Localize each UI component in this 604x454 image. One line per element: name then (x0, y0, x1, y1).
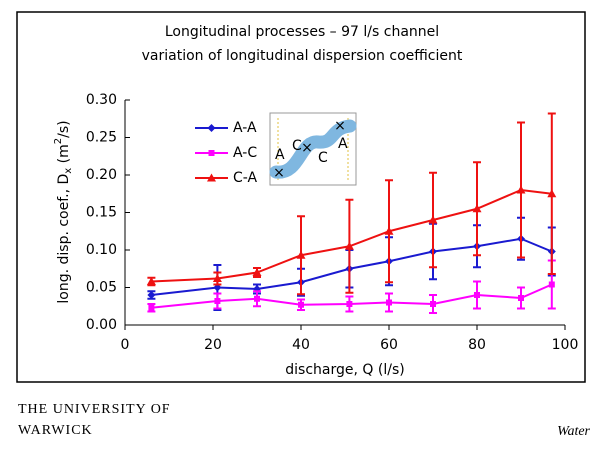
marker (207, 124, 216, 132)
y-label-sub: x (63, 168, 74, 174)
inset: × × × A C C A (269, 112, 357, 186)
inset-cross: × (301, 140, 313, 156)
y-axis-label: long. disp. coef., Dx (m2/s) (53, 120, 74, 303)
marker (298, 301, 304, 308)
marker (147, 291, 156, 299)
marker (547, 189, 557, 198)
x-tick-label: 20 (204, 337, 222, 353)
legend-label: C-A (233, 170, 258, 186)
marker (212, 274, 222, 282)
marker (428, 215, 438, 224)
x-tick-label: 100 (552, 337, 579, 353)
marker (252, 268, 262, 276)
marker (384, 226, 394, 235)
marker (148, 304, 155, 311)
y-tick-label: 0.15 (86, 205, 117, 221)
marker (208, 150, 215, 156)
y-tick-label: 0.30 (86, 92, 117, 108)
y-label-sup: 2 (53, 138, 64, 144)
marker (518, 295, 524, 301)
series-line (151, 237, 553, 296)
y-label-part: (m (56, 144, 72, 168)
legend-label: A-A (233, 120, 257, 136)
marker (146, 277, 156, 285)
marker (430, 301, 436, 307)
inset-channel (269, 119, 357, 179)
y-label-part: /s) (56, 120, 72, 137)
x-tick-label: 40 (292, 337, 310, 353)
marker (516, 185, 526, 194)
inset-cross: × (334, 118, 346, 134)
marker (207, 173, 216, 182)
y-tick-label: 0.10 (86, 242, 117, 258)
marker (344, 241, 354, 250)
y-tick-label: 0.05 (86, 280, 117, 296)
series-line (151, 283, 553, 309)
y-tick-label: 0.25 (86, 130, 117, 146)
university-prefix: THE UNIVERSITY OF (18, 402, 171, 417)
y-tick-label: 0.00 (86, 317, 117, 333)
x-axis-label: discharge, Q (l/s) (285, 362, 404, 378)
marker (386, 299, 392, 306)
inset-label: A (338, 136, 348, 152)
inset-label: A (275, 147, 285, 163)
legend-label: A-C (233, 145, 257, 161)
y-label-part: long. disp. coef., D (56, 174, 72, 304)
marker (548, 281, 555, 288)
brand: Water (557, 424, 590, 439)
chart-subtitle: variation of longitudinal dispersion coe… (142, 48, 463, 64)
marker (346, 301, 353, 307)
inset-label: C (318, 150, 328, 166)
university-name: WARWICK (18, 423, 93, 438)
chart-frame (16, 11, 586, 383)
marker (214, 298, 221, 304)
x-tick-label: 0 (121, 337, 130, 353)
marker (474, 292, 480, 298)
series-line (151, 188, 552, 283)
marker (472, 204, 482, 213)
marker (254, 295, 260, 302)
x-tick-label: 60 (380, 337, 398, 353)
y-tick-label: 0.20 (86, 167, 117, 183)
chart-title: Longitudinal processes – 97 l/s channel (165, 24, 439, 40)
inset-label: C (292, 138, 302, 154)
inset-cross: × (273, 165, 285, 181)
x-tick-label: 80 (468, 337, 486, 353)
marker (296, 250, 306, 259)
